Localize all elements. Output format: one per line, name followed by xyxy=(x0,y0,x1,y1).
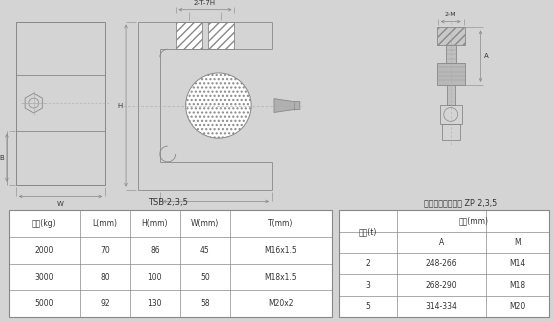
Text: M: M xyxy=(514,238,521,247)
Bar xyxy=(446,45,456,63)
Text: 268-290: 268-290 xyxy=(426,281,458,290)
Bar xyxy=(437,63,465,85)
Bar xyxy=(437,28,465,45)
Text: 5000: 5000 xyxy=(35,299,54,308)
Text: 70: 70 xyxy=(100,246,110,255)
Text: 2: 2 xyxy=(366,259,371,268)
Polygon shape xyxy=(274,99,300,112)
Bar xyxy=(176,22,202,49)
Text: H(mm): H(mm) xyxy=(142,219,168,228)
Text: M14: M14 xyxy=(509,259,526,268)
Text: M18x1.5: M18x1.5 xyxy=(264,273,297,282)
Text: M18: M18 xyxy=(509,281,526,290)
Text: 86: 86 xyxy=(150,246,160,255)
Text: H: H xyxy=(117,103,123,108)
Text: T(mm): T(mm) xyxy=(268,219,294,228)
Bar xyxy=(9,210,332,317)
Text: 2-T-7H: 2-T-7H xyxy=(194,0,216,6)
Text: 45: 45 xyxy=(200,246,210,255)
Text: 容量(t): 容量(t) xyxy=(359,227,377,236)
Text: 92: 92 xyxy=(100,299,110,308)
Text: 5: 5 xyxy=(366,302,371,311)
Text: B: B xyxy=(0,155,4,161)
Text: 58: 58 xyxy=(200,299,210,308)
Text: M20x2: M20x2 xyxy=(268,299,294,308)
Text: A: A xyxy=(439,238,444,247)
Text: A: A xyxy=(484,53,489,59)
Bar xyxy=(447,85,455,105)
Text: 248-266: 248-266 xyxy=(426,259,458,268)
Text: 2-M: 2-M xyxy=(445,12,456,17)
Text: 130: 130 xyxy=(148,299,162,308)
Bar xyxy=(16,22,105,185)
Text: TSB 2,3,5: TSB 2,3,5 xyxy=(148,198,188,207)
Text: 尺寸(mm): 尺寸(mm) xyxy=(458,216,488,225)
Text: M20: M20 xyxy=(509,302,526,311)
Text: W: W xyxy=(57,201,64,207)
Text: 50: 50 xyxy=(200,273,210,282)
Text: 2000: 2000 xyxy=(35,246,54,255)
Ellipse shape xyxy=(186,73,251,138)
Text: W(mm): W(mm) xyxy=(191,219,219,228)
Text: 3000: 3000 xyxy=(35,273,54,282)
Text: 关节轴承式连接件 ZP 2,3,5: 关节轴承式连接件 ZP 2,3,5 xyxy=(424,198,497,207)
Bar xyxy=(208,22,234,49)
Text: 100: 100 xyxy=(148,273,162,282)
Text: 314-334: 314-334 xyxy=(425,302,458,311)
Bar xyxy=(338,210,549,317)
Bar xyxy=(442,124,460,140)
Text: 容量(kg): 容量(kg) xyxy=(32,219,57,228)
Text: L(mm): L(mm) xyxy=(93,219,117,228)
Text: 3: 3 xyxy=(366,281,371,290)
Bar xyxy=(440,105,461,124)
Text: 80: 80 xyxy=(100,273,110,282)
Text: M16x1.5: M16x1.5 xyxy=(264,246,297,255)
